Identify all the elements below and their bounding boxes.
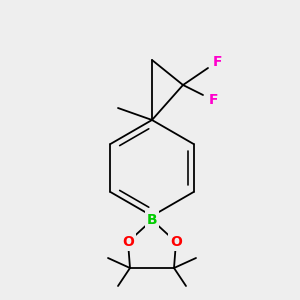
Text: B: B bbox=[147, 213, 157, 227]
Text: F: F bbox=[213, 55, 223, 69]
Text: F: F bbox=[208, 93, 218, 107]
Text: O: O bbox=[122, 235, 134, 249]
Text: O: O bbox=[170, 235, 182, 249]
